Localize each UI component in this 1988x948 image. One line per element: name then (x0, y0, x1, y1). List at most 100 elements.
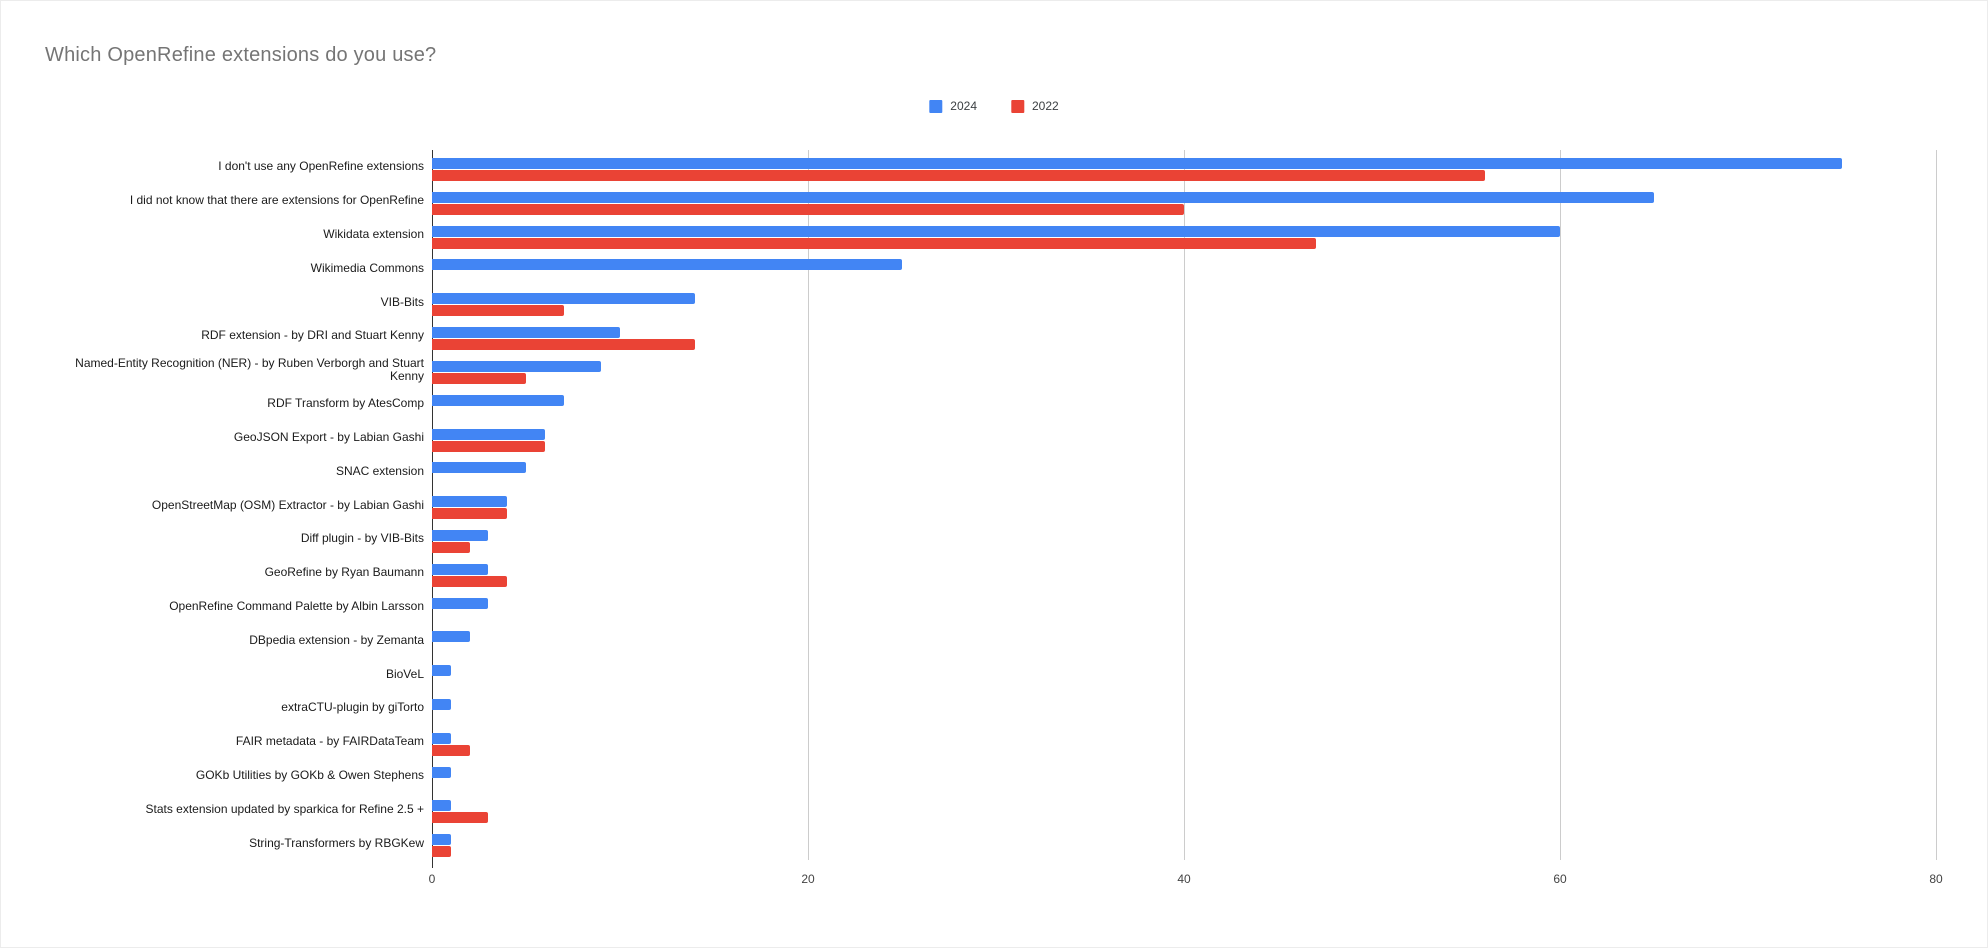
category-label: DBpedia extension - by Zemanta (249, 632, 424, 647)
gridline (1184, 150, 1185, 860)
bar-2024 (432, 259, 902, 271)
category-label: Diff plugin - by VIB-Bits (300, 531, 424, 546)
x-tick-label: 40 (1177, 872, 1191, 886)
bar-2024 (432, 428, 545, 440)
category-label: GeoJSON Export - by Labian Gashi (233, 429, 424, 444)
bar-track (432, 725, 1936, 759)
bar-track (432, 184, 1936, 218)
bar-track (432, 556, 1936, 590)
bar-track (432, 454, 1936, 488)
chart-row: GeoRefine by Ryan Baumann (0, 556, 1936, 590)
bar-2022 (432, 237, 1316, 249)
chart-row: FAIR metadata - by FAIRDataTeam (0, 725, 1936, 759)
chart-row: Named-Entity Recognition (NER) - by Rube… (0, 353, 1936, 387)
chart-row: I don't use any OpenRefine extensions (0, 150, 1936, 184)
bar-2022 (432, 305, 564, 317)
bar-2022 (432, 339, 696, 351)
bar-2024 (432, 360, 602, 372)
bar-2024 (432, 462, 526, 474)
bar-track (432, 150, 1936, 184)
bar-track (432, 759, 1936, 793)
chart-row: OpenRefine Command Palette by Albin Lars… (0, 590, 1936, 624)
bar-track (432, 218, 1936, 252)
bar-track (432, 691, 1936, 725)
chart-title: Which OpenRefine extensions do you use? (45, 44, 437, 66)
gridline (1560, 150, 1561, 860)
category-label: RDF Transform by AtesComp (267, 396, 424, 411)
bar-track (432, 522, 1936, 556)
category-label: I did not know that there are extensions… (129, 193, 424, 208)
bar-2024 (432, 327, 620, 339)
category-label: GeoRefine by Ryan Baumann (264, 565, 424, 580)
bar-2022 (432, 440, 545, 452)
category-label: I don't use any OpenRefine extensions (218, 159, 424, 174)
category-label: OpenRefine Command Palette by Albin Lars… (169, 598, 424, 613)
bar-2024 (432, 699, 451, 710)
category-label: Wikimedia Commons (310, 260, 424, 275)
chart-row: SNAC extension (0, 454, 1936, 488)
category-label: FAIR metadata - by FAIRDataTeam (235, 734, 424, 749)
category-label: RDF extension - by DRI and Stuart Kenny (201, 328, 424, 343)
bar-track (432, 488, 1936, 522)
chart-row: extraCTU-plugin by giTorto (0, 691, 1936, 725)
chart-row: I did not know that there are extensions… (0, 184, 1936, 218)
bar-track (432, 623, 1936, 657)
bar-2022 (432, 541, 470, 553)
chart-row: GeoJSON Export - by Labian Gashi (0, 421, 1936, 455)
legend-item-2024: 2024 (929, 99, 977, 113)
bar-2024 (432, 800, 451, 812)
category-label: SNAC extension (335, 463, 424, 478)
legend-label-2024: 2024 (950, 99, 977, 113)
bar-2024 (432, 563, 489, 575)
category-label: BioVeL (385, 666, 424, 681)
category-label: GOKb Utilities by GOKb & Owen Stephens (195, 768, 424, 783)
category-label: Stats extension updated by sparkica for … (145, 801, 424, 816)
bar-2022 (432, 812, 489, 824)
legend-label-2022: 2022 (1032, 99, 1059, 113)
category-label: Named-Entity Recognition (NER) - by Rube… (75, 355, 424, 383)
chart-row: Wikidata extension (0, 218, 1936, 252)
legend-swatch-2022 (1011, 99, 1024, 113)
bar-track (432, 826, 1936, 860)
bar-2024 (432, 732, 451, 744)
chart-row: Diff plugin - by VIB-Bits (0, 522, 1936, 556)
bar-2024 (432, 665, 451, 677)
chart-row: RDF extension - by DRI and Stuart Kenny (0, 319, 1936, 353)
bar-2024 (432, 158, 1842, 169)
x-tick-label: 0 (428, 872, 436, 886)
bar-track (432, 285, 1936, 319)
bar-2024 (432, 834, 451, 846)
bar-track (432, 657, 1936, 691)
x-axis-tick-labels: 0 20 40 60 80 (428, 872, 1943, 888)
bar-2024 (432, 293, 696, 305)
category-label: VIB-Bits (380, 294, 424, 309)
bar-2022 (432, 508, 508, 520)
bar-2024 (432, 766, 451, 778)
bar-2022 (432, 203, 1184, 215)
bar-track (432, 387, 1936, 421)
chart-row: GOKb Utilities by GOKb & Owen Stephens (0, 759, 1936, 793)
bar-2024 (432, 597, 489, 609)
bar-2024 (432, 631, 470, 643)
bar-2024 (432, 191, 1654, 203)
bar-2024 (432, 394, 564, 406)
bar-track (432, 353, 1936, 387)
chart-row: DBpedia extension - by Zemanta (0, 623, 1936, 657)
chart-row: String-Transformers by RBGKew (0, 826, 1936, 860)
chart-row: OpenStreetMap (OSM) Extractor - by Labia… (0, 488, 1936, 522)
bar-track (432, 251, 1936, 285)
chart-row: RDF Transform by AtesComp (0, 387, 1936, 421)
bar-2022 (432, 372, 526, 384)
legend: 2024 2022 (929, 99, 1059, 113)
bar-2022 (432, 575, 508, 587)
gridline (808, 150, 809, 860)
bar-2024 (432, 225, 1560, 237)
bar-2024 (432, 496, 508, 508)
bar-2024 (432, 529, 489, 541)
chart-row: Wikimedia Commons (0, 251, 1936, 285)
category-label: extraCTU-plugin by giTorto (281, 700, 424, 715)
chart-row: BioVeL (0, 657, 1936, 691)
category-label: String-Transformers by RBGKew (249, 835, 424, 850)
category-label: OpenStreetMap (OSM) Extractor - by Labia… (151, 497, 424, 512)
bar-rows: I don't use any OpenRefine extensions I … (0, 150, 1936, 860)
